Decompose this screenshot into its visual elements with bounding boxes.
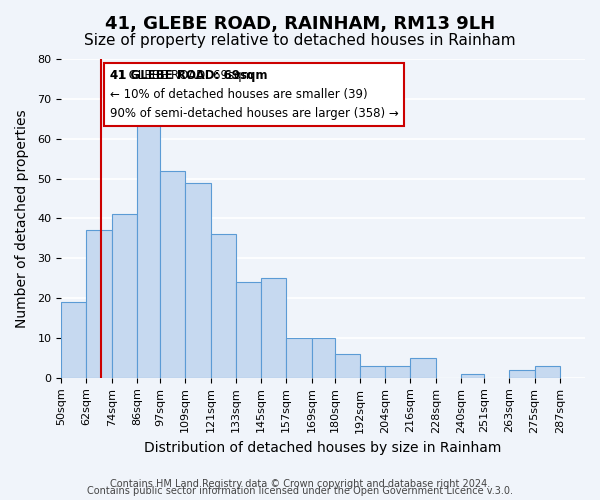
Bar bbox=[261, 278, 286, 378]
Text: 41 GLEBE ROAD: 69sqm: 41 GLEBE ROAD: 69sqm bbox=[110, 69, 267, 82]
Y-axis label: Number of detached properties: Number of detached properties bbox=[15, 109, 29, 328]
Bar bbox=[461, 374, 484, 378]
Text: Contains public sector information licensed under the Open Government Licence v.: Contains public sector information licen… bbox=[87, 486, 513, 496]
Text: 41 GLEBE ROAD: 69sqm
← 10% of detached houses are smaller (39)
90% of semi-detac: 41 GLEBE ROAD: 69sqm ← 10% of detached h… bbox=[110, 69, 398, 120]
Bar bbox=[86, 230, 112, 378]
Bar bbox=[112, 214, 137, 378]
Bar bbox=[509, 370, 535, 378]
Bar bbox=[311, 338, 335, 378]
Bar bbox=[335, 354, 360, 378]
Bar bbox=[535, 366, 560, 378]
Bar bbox=[410, 358, 436, 378]
Bar bbox=[185, 182, 211, 378]
Bar bbox=[385, 366, 410, 378]
Text: Contains HM Land Registry data © Crown copyright and database right 2024.: Contains HM Land Registry data © Crown c… bbox=[110, 479, 490, 489]
Bar bbox=[236, 282, 261, 378]
Bar bbox=[137, 123, 160, 378]
Bar bbox=[160, 170, 185, 378]
X-axis label: Distribution of detached houses by size in Rainham: Distribution of detached houses by size … bbox=[145, 441, 502, 455]
Bar bbox=[211, 234, 236, 378]
Bar bbox=[360, 366, 385, 378]
Text: Size of property relative to detached houses in Rainham: Size of property relative to detached ho… bbox=[84, 32, 516, 48]
Bar bbox=[286, 338, 311, 378]
Text: 41, GLEBE ROAD, RAINHAM, RM13 9LH: 41, GLEBE ROAD, RAINHAM, RM13 9LH bbox=[105, 15, 495, 33]
Bar bbox=[61, 302, 86, 378]
